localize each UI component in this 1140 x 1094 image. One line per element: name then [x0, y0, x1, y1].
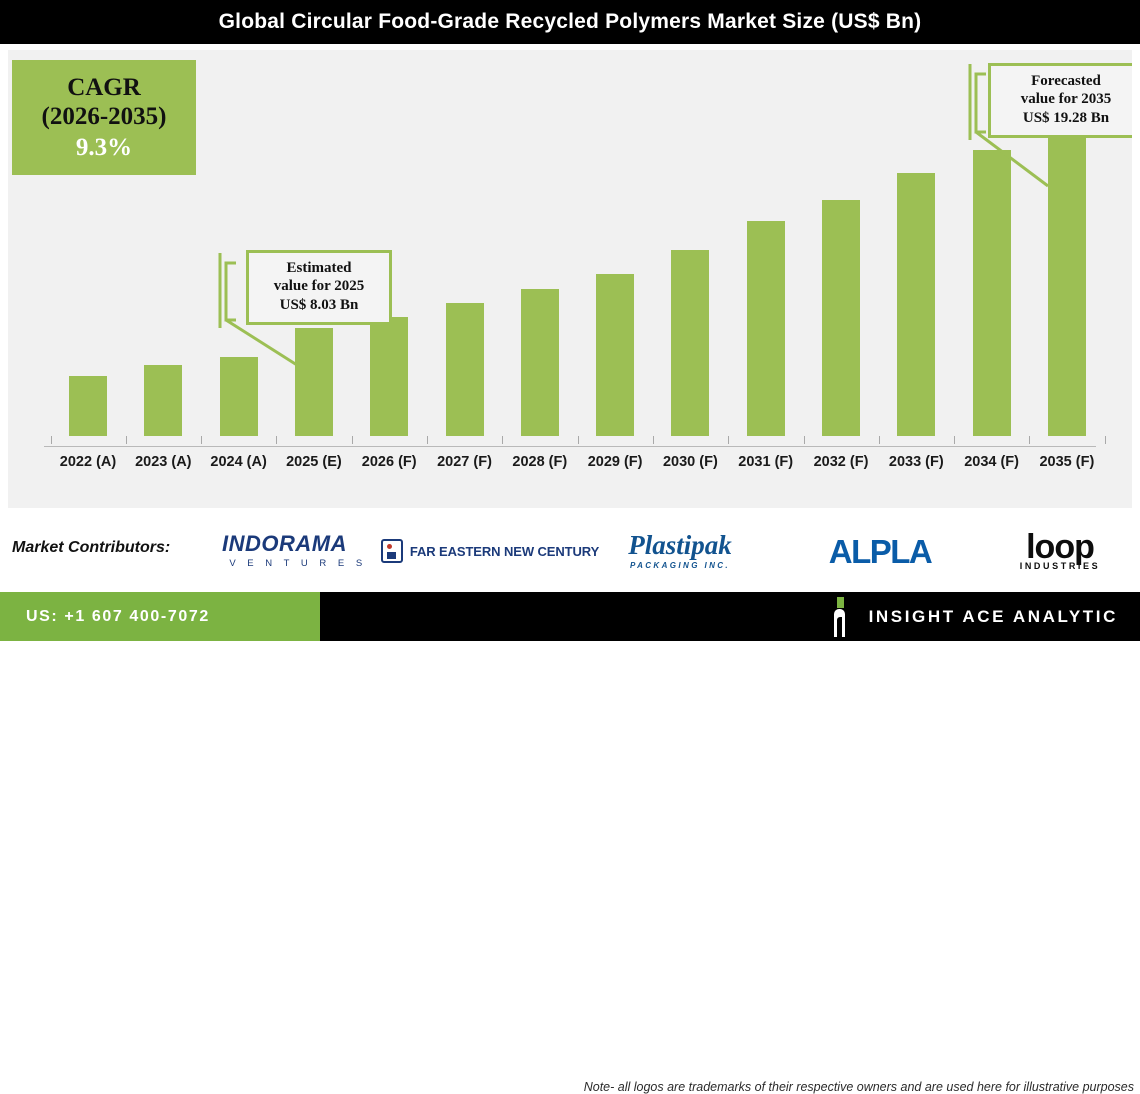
x-axis-label-2027: 2027 (F): [437, 454, 492, 470]
indorama-subtext: V E N T U R E S: [229, 558, 367, 569]
far-eastern-wordmark: FAR EASTERN NEW CENTURY: [409, 543, 600, 559]
bar-2024[interactable]: [219, 356, 258, 436]
x-axis-tick: [803, 436, 805, 444]
footer-brand-block: INSIGHT ACE ANALYTIC: [827, 592, 1118, 641]
x-axis-label-2025: 2025 (E): [286, 454, 342, 470]
callout-2035-line1: Forecasted: [1031, 73, 1101, 89]
bars-layer: [8, 50, 1132, 508]
logo-alpla: ALPLA: [795, 530, 965, 572]
logo-indorama-ventures: INDORAMA V E N T U R E S: [222, 530, 374, 572]
callout-2025-line3: US$ 8.03 Bn: [279, 296, 359, 313]
x-axis-label-2023: 2023 (A): [135, 454, 192, 470]
footer-bar: US: +1 607 400-7072 INSIGHT ACE ANALYTIC: [0, 592, 1140, 641]
loop-wordmark: loop: [1026, 527, 1095, 566]
bar-2033[interactable]: [897, 172, 936, 436]
x-axis-tick: [954, 436, 956, 444]
trademark-note: Note- all logos are trademarks of their …: [583, 1080, 1134, 1094]
bar-2034[interactable]: [972, 149, 1011, 436]
bar-2026[interactable]: [370, 316, 409, 436]
plastipak-wordmark: Plastipak: [628, 530, 732, 560]
chart-panel: CAGR (2026-2035) 9.3% 2022 (A) 2023 (A) 20…: [0, 44, 1140, 512]
x-axis-label-2029: 2029 (F): [587, 454, 643, 470]
far-eastern-mark-icon: [380, 539, 403, 563]
x-axis-label-2031: 2031 (F): [738, 454, 794, 470]
logo-far-eastern-new-century: FAR EASTERN NEW CENTURY: [380, 530, 599, 572]
bar-chart: 2022 (A) 2023 (A) 2024 (A) 2025 (E) 2026 (F)…: [8, 50, 1132, 508]
x-axis-tick: [728, 436, 730, 444]
x-axis-label-2034: 2034 (F): [964, 454, 1019, 470]
cagr-value: 9.3%: [75, 133, 133, 161]
logo-loop-industries: loop INDUSTRIES: [985, 530, 1135, 572]
bar-2023[interactable]: [144, 364, 183, 436]
x-axis-label-2030: 2030 (F): [662, 454, 718, 470]
callout-estimated-2025: Estimated value for 2025 US$ 8.03 Bn: [246, 250, 392, 326]
x-axis-tick: [125, 436, 127, 444]
callout-2035-line3: US$ 19.28 Bn: [1022, 109, 1110, 126]
footer-phone-block[interactable]: US: +1 607 400-7072: [0, 592, 320, 641]
x-axis-tick: [502, 436, 504, 444]
bar-2029[interactable]: [596, 273, 635, 436]
x-axis-tick: [351, 436, 353, 444]
x-axis-tick: [50, 436, 52, 444]
loop-subtext: INDUSTRIES: [1019, 561, 1101, 572]
alpla-wordmark: ALPLA: [828, 532, 933, 570]
bar-2022[interactable]: [69, 375, 107, 436]
x-axis-tick: [1029, 436, 1031, 444]
indorama-wordmark: INDORAMA: [222, 531, 347, 556]
callout-2035-line2: value for 2035: [1020, 91, 1112, 108]
callout-2025-line1: Estimated: [286, 260, 352, 276]
callout-forecast-2035: Forecasted value for 2035 US$ 19.28 Bn: [988, 63, 1132, 139]
x-axis-label-2026: 2026 (F): [361, 454, 417, 470]
bar-2027[interactable]: [445, 302, 484, 436]
page-title: Global Circular Food-Grade Recycled Poly…: [218, 10, 922, 33]
cagr-badge: CAGR (2026-2035) 9.3%: [12, 60, 196, 175]
bar-2030[interactable]: [671, 249, 710, 436]
chart-plot-area: CAGR (2026-2035) 9.3% 2022 (A) 2023 (A) 20…: [8, 50, 1132, 508]
x-axis-tick: [577, 436, 579, 444]
cagr-period: (2026-2035): [41, 103, 167, 131]
footer-brand-text: INSIGHT ACE ANALYTIC: [868, 606, 1118, 626]
x-axis-label-2024: 2024 (A): [210, 454, 267, 470]
title-bar: Global Circular Food-Grade Recycled Poly…: [0, 0, 1140, 44]
insight-ace-logo-icon: [827, 596, 853, 637]
x-axis-line: [44, 446, 1096, 447]
x-axis-label-2022: 2022 (A): [59, 454, 117, 470]
x-axis-tick: [201, 436, 203, 444]
x-axis-label-2033: 2033 (F): [888, 454, 944, 470]
market-contributors-section: Market Contributors: INDORAMA V E N T U …: [0, 512, 1140, 1094]
callout-2025-line2: value for 2025: [273, 278, 365, 295]
x-axis-label-2028: 2028 (F): [512, 454, 568, 470]
x-axis-label-2032: 2032 (F): [813, 454, 869, 470]
plastipak-subtext: PACKAGING INC.: [629, 561, 731, 570]
x-axis-tick: [427, 436, 428, 444]
footer-phone-text: US: +1 607 400-7072: [26, 607, 210, 625]
x-axis-labels: 2022 (A) 2023 (A) 2024 (A) 2025 (E) 2026 (F)…: [8, 454, 1132, 478]
x-axis-tick: [276, 436, 278, 444]
bar-2031[interactable]: [746, 220, 785, 436]
cagr-label: CAGR: [67, 73, 141, 101]
x-axis-tick: [1104, 436, 1106, 444]
bar-2035[interactable]: [1047, 108, 1086, 436]
x-axis-label-2035: 2035 (F): [1039, 454, 1095, 470]
x-axis-tick: [878, 436, 880, 444]
x-axis-tick: [652, 436, 654, 444]
bar-2025[interactable]: [294, 327, 333, 436]
bar-2032[interactable]: [822, 199, 860, 436]
bar-2028[interactable]: [520, 288, 559, 436]
market-contributors-label: Market Contributors:: [12, 539, 171, 556]
logo-plastipak: Plastipak PACKAGING INC.: [600, 530, 760, 572]
